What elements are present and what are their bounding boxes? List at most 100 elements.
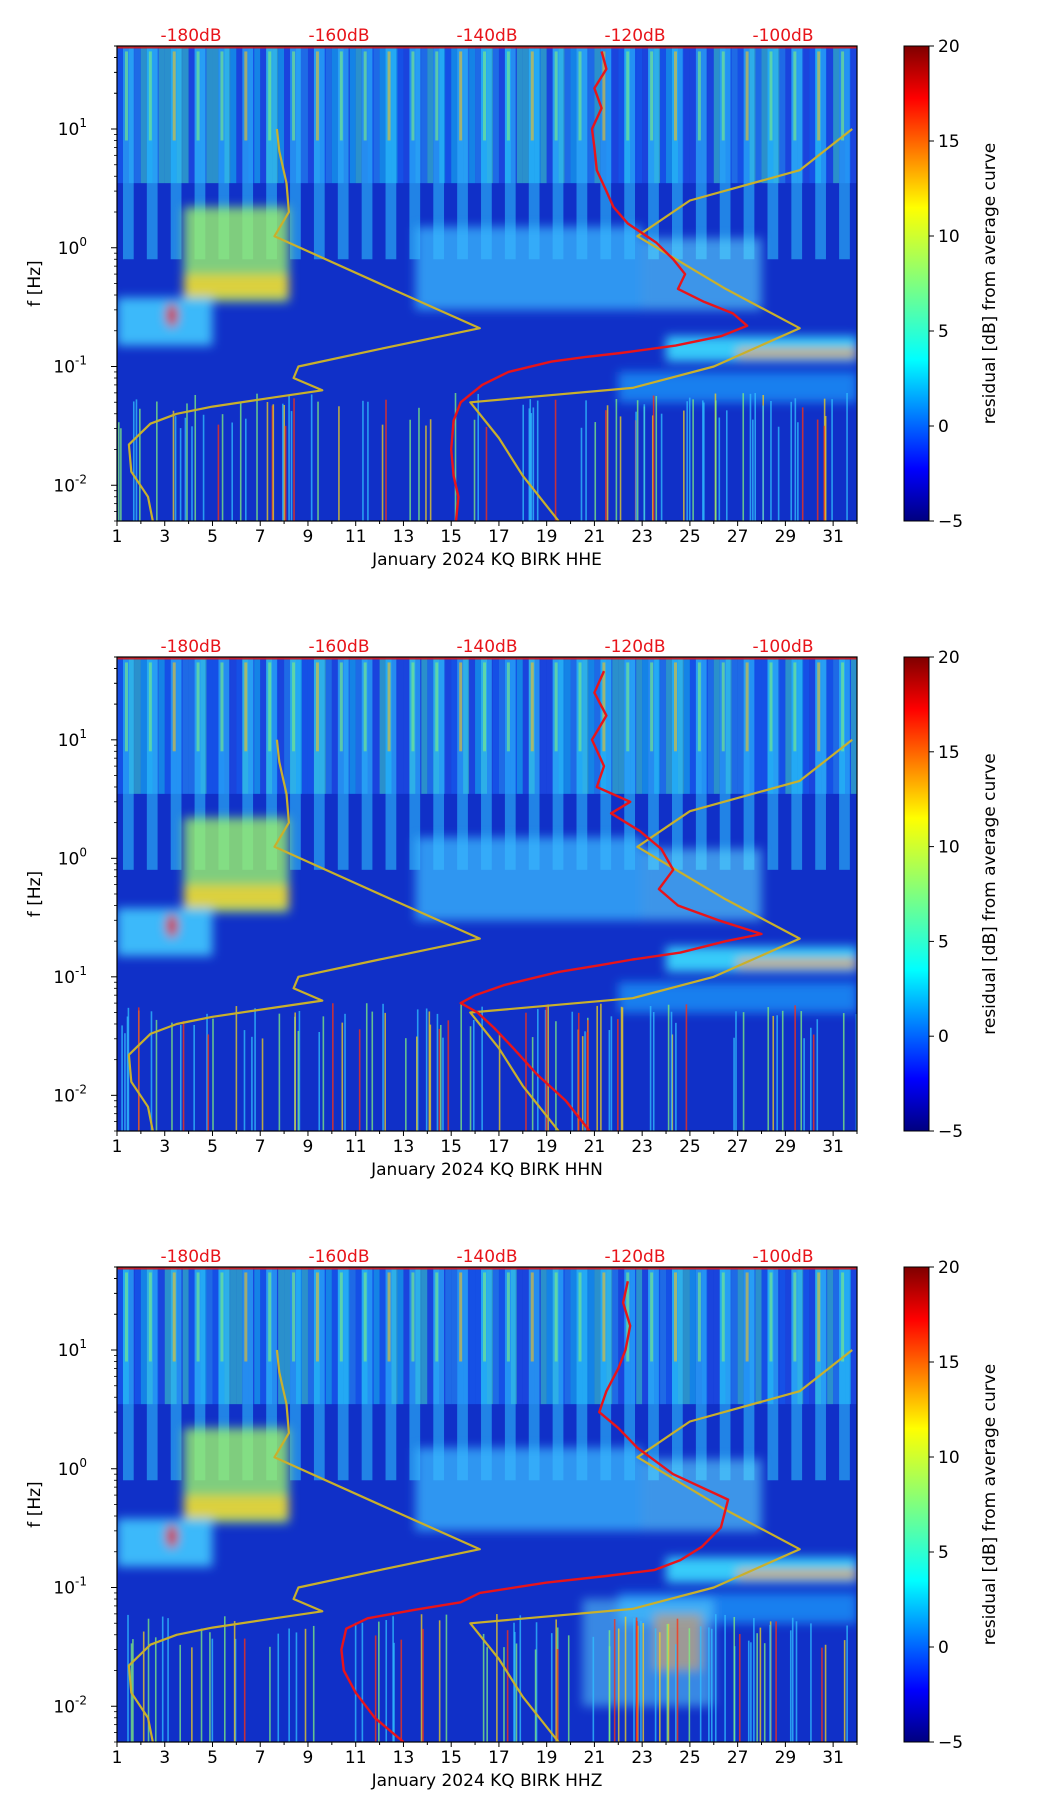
db-scale-label: -100dB — [752, 637, 813, 657]
day-stripe — [194, 46, 206, 260]
x-tick-label: 3 — [159, 1748, 170, 1768]
day-stripe — [481, 46, 492, 260]
day-stripe — [266, 657, 277, 870]
colorbar-tick-label: −5 — [938, 1733, 963, 1753]
day-stripe — [839, 657, 850, 870]
colorbar-gradient — [903, 45, 930, 522]
x-tick-label: 13 — [393, 527, 415, 547]
day-stripe — [313, 1267, 325, 1481]
day-stripe — [242, 1267, 254, 1481]
day-stripe — [337, 46, 349, 260]
curve-layer — [127, 51, 853, 521]
day-stripe — [624, 657, 635, 870]
x-tick-label: 5 — [207, 1137, 218, 1157]
mean-psd-curve — [450, 51, 749, 521]
day-stripe — [290, 46, 301, 260]
day-stripe — [481, 1267, 492, 1481]
x-tick-label: 17 — [488, 1137, 510, 1157]
day-stripe — [672, 657, 683, 870]
colorbar-tick-label: 20 — [938, 37, 960, 57]
day-stripe — [576, 1267, 588, 1481]
y-tick-label: 10-1 — [53, 354, 87, 378]
x-tick-label: 1 — [112, 1137, 123, 1157]
day-stripe — [290, 657, 301, 870]
panel-hhz: 1 3 5 7 9 11 13 15 17 19 21 23 25 27 29 3110-210-110010… — [25, 1247, 1000, 1791]
y-axis-label: f [Hz] — [25, 871, 45, 917]
mean-psd-curve — [340, 1280, 730, 1742]
day-stripe — [719, 46, 731, 260]
x-tick-label: 3 — [159, 1137, 170, 1157]
high-noise-model-curve — [469, 128, 853, 521]
day-stripe — [743, 1267, 755, 1481]
y-tick-label: 10-2 — [53, 472, 87, 496]
x-tick-label: 1 — [112, 527, 123, 547]
colorbar-tick-label: −5 — [938, 1122, 963, 1142]
day-stripe — [648, 657, 659, 870]
day-stripe — [576, 657, 588, 870]
axes-frame: 1 3 5 7 9 11 13 15 17 19 21 23 25 27 29 3110-210-110010… — [53, 1266, 858, 1768]
day-stripe — [457, 1267, 468, 1481]
x-tick-label: 19 — [536, 1748, 558, 1768]
day-stripe — [576, 46, 588, 260]
colorbar-gradient — [903, 656, 930, 1132]
day-stripe — [385, 46, 397, 260]
x-tick-label: 19 — [536, 527, 558, 547]
colorbar-tick-label: 5 — [938, 932, 949, 952]
db-scale-labels: -180dB -160dB -140dB -120dB -100dB — [160, 637, 813, 657]
day-stripe — [290, 1267, 301, 1481]
day-stripe — [122, 657, 134, 870]
colorbar-tick-label: 0 — [938, 417, 949, 437]
x-tick-label: 27 — [727, 1748, 749, 1768]
day-stripe — [337, 1267, 349, 1481]
x-tick-label: 7 — [255, 527, 266, 547]
day-stripe — [695, 657, 707, 870]
x-tick-label: 17 — [488, 1748, 510, 1768]
x-tick-label: 19 — [536, 1137, 558, 1157]
colorbar-tick-label: 0 — [938, 1638, 949, 1658]
y-tick-label: 10-1 — [53, 1575, 87, 1599]
day-stripe — [242, 657, 254, 870]
day-stripe — [433, 1267, 445, 1481]
day-stripe — [791, 657, 803, 870]
db-scale-label: -160dB — [308, 26, 369, 46]
panel-hhe: 1 3 5 7 9 11 13 15 17 19 21 23 25 27 29 3110-210-110010… — [25, 26, 1000, 570]
day-stripe — [361, 46, 373, 260]
x-tick-label: 9 — [303, 527, 314, 547]
colorbar-tick-label: 10 — [938, 1448, 960, 1468]
day-stripe — [337, 657, 349, 870]
colorbar-tick-label: 20 — [938, 1258, 960, 1278]
x-tick-label: 31 — [822, 527, 844, 547]
day-stripe — [146, 657, 158, 870]
x-tick-label: 11 — [345, 1748, 367, 1768]
day-stripe — [695, 46, 707, 260]
day-stripe — [528, 1267, 540, 1481]
day-stripe — [624, 46, 635, 260]
day-stripe — [242, 46, 254, 260]
day-stripe — [600, 46, 612, 260]
day-stripe — [266, 1267, 277, 1481]
day-stripe — [122, 1267, 134, 1481]
x-axis-label: January 2024 KQ BIRK HHZ — [371, 1771, 603, 1791]
db-scale-label: -100dB — [752, 26, 813, 46]
y-tick-label: 100 — [58, 235, 87, 259]
day-stripe — [385, 1267, 397, 1481]
colorbar-tick-label: 20 — [938, 648, 960, 668]
day-stripe — [719, 657, 731, 870]
colorbar-tick-label: 15 — [938, 132, 960, 152]
x-tick-label: 5 — [207, 527, 218, 547]
day-stripe — [504, 46, 516, 260]
day-stripe — [695, 1267, 707, 1481]
day-stripe — [528, 657, 540, 870]
day-stripe — [504, 657, 516, 870]
day-stripe — [767, 657, 779, 870]
db-scale-label: -120dB — [604, 26, 665, 46]
x-tick-label: 29 — [775, 1748, 797, 1768]
colorbar-label: residual [dB] from average curve — [980, 753, 1000, 1034]
db-scale-label: -100dB — [752, 1247, 813, 1267]
day-stripe — [170, 1267, 182, 1481]
x-tick-label: 25 — [679, 527, 701, 547]
x-axis-label: January 2024 KQ BIRK HHN — [370, 1160, 603, 1180]
day-stripe — [600, 657, 612, 870]
day-stripe — [409, 657, 421, 870]
curve-layer — [127, 1280, 853, 1742]
